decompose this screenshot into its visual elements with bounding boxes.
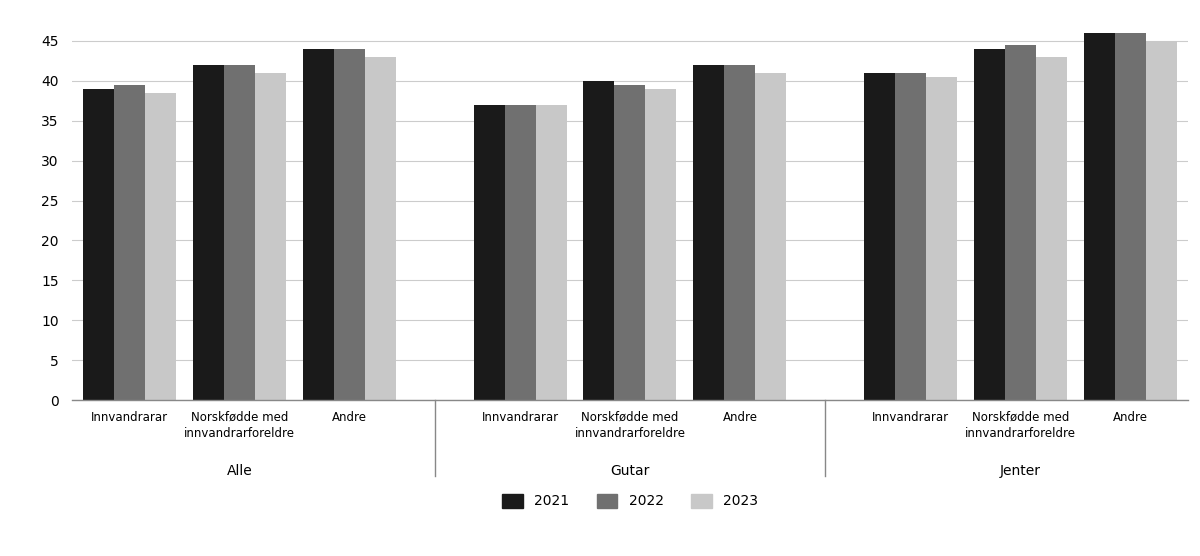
Bar [365,57,396,400]
Bar [864,73,895,400]
Text: Jenter: Jenter [1000,464,1040,478]
Bar [83,88,114,400]
Bar [1036,57,1067,400]
Bar [583,81,614,400]
Bar [334,49,365,400]
Bar [974,49,1004,400]
Bar [304,49,334,400]
Bar [224,64,256,400]
Bar [725,64,756,400]
Bar [474,105,504,400]
Legend: 2021, 2022, 2023: 2021, 2022, 2023 [502,494,758,509]
Bar [114,85,145,400]
Bar [193,64,224,400]
Bar [1115,33,1146,400]
Bar [926,77,956,400]
Bar [1084,33,1115,400]
Bar [1004,44,1036,400]
Bar [614,85,646,400]
Bar [256,73,286,400]
Bar [756,73,786,400]
Text: Alle: Alle [227,464,252,478]
Bar [504,105,535,400]
Bar [694,64,725,400]
Bar [895,73,926,400]
Bar [145,93,176,400]
Bar [646,88,677,400]
Bar [1146,41,1177,400]
Bar [535,105,566,400]
Text: Gutar: Gutar [611,464,649,478]
